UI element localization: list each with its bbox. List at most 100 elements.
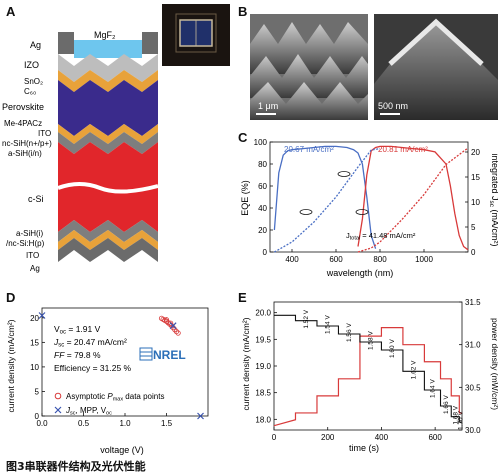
d-pmax-point — [175, 330, 181, 336]
e-yr-tick-label: 30.5 — [465, 383, 481, 392]
d-y-tick-label: 10 — [30, 363, 39, 372]
c-x-tick-label: 800 — [373, 255, 387, 264]
panel-label-c: C — [238, 130, 248, 145]
figure-caption: 图3串联器件结构及光伏性能 — [6, 460, 146, 473]
c-annotation-top: 20.67 mA/cm² — [284, 145, 334, 154]
e-yr-tick-label: 30.0 — [465, 426, 481, 435]
c-yr-tick-label: 15 — [471, 173, 480, 182]
c-yl-tick-label: 60 — [258, 182, 267, 191]
nrel-logo-text: NREL — [153, 348, 186, 362]
legend-circle-label: Asymptotic Pmax data points — [66, 392, 164, 403]
d-pmax-point — [163, 317, 170, 323]
d-cross-point — [169, 322, 177, 330]
panel-label-e: E — [238, 290, 247, 305]
c-yr-tick-label: 20 — [471, 148, 480, 157]
nc-sih-layer — [58, 132, 158, 154]
label-asih: a-SiH(i/n) — [8, 149, 42, 158]
sno2-c60-layer — [58, 70, 158, 92]
bottom-asi-layer — [58, 220, 158, 242]
nrel-logo: NREL — [139, 347, 186, 362]
e-step-label: 1.60 V — [389, 339, 396, 358]
c-ylabel-right: integrated Jsc (mA/cm²) — [488, 153, 498, 246]
label-c60: C₆₀ — [24, 87, 36, 96]
c-arrow-marker-right — [355, 209, 369, 215]
d-ylabel: current density (mA/cm²) — [6, 319, 16, 412]
d-pmax-point — [163, 318, 170, 324]
c-annotation-total: Jtotal = 41.48 mA/cm² — [346, 231, 416, 242]
d-eff-text: Efficiency = 31.25 % — [54, 363, 132, 373]
label-perovskite: Perovskite — [2, 102, 44, 112]
e-step-label: 1.70 V — [458, 411, 465, 430]
e-step-label: 1.68 V — [452, 405, 459, 424]
panel-a-device-stack: Ag MgF₂ IZO SnO₂ C₆₀ Perovskite Me-4PACz… — [2, 4, 230, 273]
panel-b-sem-images: 1 μm 500 nm — [250, 14, 498, 120]
e-power-series — [273, 326, 462, 427]
label-ncsih: nc-SiH(n+/p+) — [2, 139, 52, 148]
c-annotation-bottom: 20.81 mA/cm² — [378, 145, 428, 154]
d-x-tick-label: 1.0 — [119, 419, 131, 428]
perovskite-layer — [58, 80, 158, 136]
mgf2-layer — [74, 40, 142, 58]
top-ag-contact-left — [58, 32, 74, 54]
legend-cross-marker — [54, 406, 62, 414]
e-yl-tick-label: 19.0 — [255, 362, 271, 371]
c-yl-tick-label: 0 — [263, 248, 268, 257]
e-yr-tick-label: 31.0 — [465, 341, 481, 350]
d-y-tick-label: 15 — [30, 338, 39, 347]
c-yl-tick-label: 20 — [258, 226, 267, 235]
c-x-tick-label: 400 — [285, 255, 299, 264]
d-x-tick-label: 0.5 — [78, 419, 90, 428]
c-si-wafer — [58, 142, 158, 232]
label-ncsi-p: /nc-Si:H(p) — [6, 239, 45, 248]
e-xlabel: time (s) — [349, 443, 379, 453]
bottom-ito-layer — [58, 230, 158, 250]
e-step-label: 1.52 V — [303, 309, 310, 328]
c-series-top-eqe — [273, 145, 377, 249]
legend-circle-marker — [54, 392, 62, 400]
e-ylabel-right: power density (mW/cm²) — [490, 318, 498, 410]
panel-e-mpp-chart: 0 200 400 600 18.0 18.5 19.0 19.5 20.0 30.0 30.5 31… — [241, 298, 498, 453]
e-x-tick-label: 0 — [272, 433, 277, 442]
d-cross-point — [197, 412, 204, 420]
d-y-tick-label: 5 — [35, 387, 40, 396]
e-step-label: 1.66 V — [443, 395, 450, 414]
d-xlabel: voltage (V) — [100, 445, 144, 455]
e-yr-tick-label: 31.5 — [465, 298, 481, 307]
d-jsc-text: Jsc = 20.47 mA/cm² — [53, 337, 127, 349]
c-plot-frame — [269, 141, 469, 253]
legend-cross-label: Jsc, MPP, Voc — [65, 406, 112, 417]
e-yl-tick-label: 19.5 — [255, 335, 271, 344]
e-yl-tick-label: 20.0 — [255, 309, 271, 318]
c-yl-tick-label: 80 — [258, 160, 267, 169]
d-x-tick-label: 0.0 — [36, 419, 48, 428]
e-yl-tick-label: 18.0 — [255, 415, 271, 424]
e-ylabel-left: current density (mA/cm²) — [241, 317, 251, 410]
label-csi: c-Si — [28, 194, 44, 204]
d-x-tick-label: 1.5 — [161, 419, 173, 428]
c-yr-tick-label: 5 — [471, 223, 476, 232]
bottom-ag-layer — [58, 238, 158, 262]
e-x-tick-label: 200 — [321, 433, 335, 442]
panel-label-a: A — [6, 4, 16, 19]
e-step-label: 1.56 V — [346, 323, 353, 342]
label-asi-bottom: a-SiH(i) — [16, 229, 43, 238]
panel-label-d: D — [6, 290, 16, 305]
c-yl-tick-label: 100 — [254, 138, 268, 147]
d-y-tick-label: 20 — [30, 314, 39, 323]
c-yr-tick-label: 10 — [471, 198, 480, 207]
e-current-series — [274, 314, 462, 423]
label-ag-bottom: Ag — [30, 264, 40, 273]
label-me4pacz: Me-4PACz — [4, 119, 42, 128]
d-voc-text: Voc = 1.91 V — [54, 324, 101, 336]
d-ff-text: FF = 79.8 % — [54, 350, 101, 360]
e-yl-tick-label: 18.5 — [255, 389, 271, 398]
label-ito-bottom: ITO — [26, 251, 39, 260]
e-x-tick-label: 600 — [428, 433, 442, 442]
d-pmax-point — [168, 320, 174, 326]
label-mgf2: MgF₂ — [94, 30, 116, 40]
c-x-tick-label: 600 — [329, 255, 343, 264]
panel-label-b: B — [238, 4, 248, 19]
d-cross-point — [38, 312, 46, 319]
e-x-tick-label: 400 — [375, 433, 389, 442]
